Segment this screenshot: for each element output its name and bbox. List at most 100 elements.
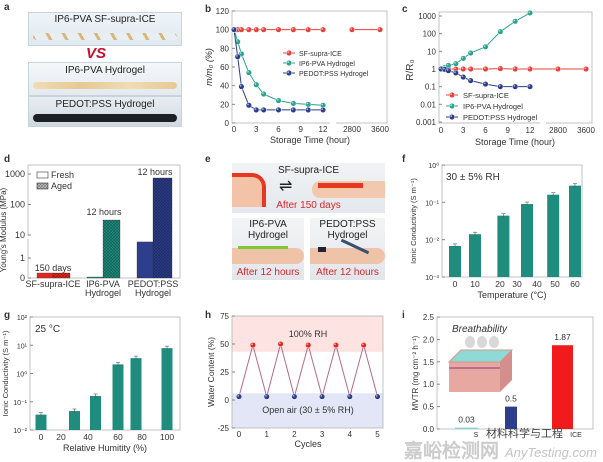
data-point	[445, 67, 452, 74]
x-tick-label: 0	[232, 125, 237, 134]
series-segment	[349, 344, 365, 397]
data-point	[482, 81, 489, 88]
data-point-highlight	[251, 343, 253, 346]
data-point	[582, 65, 590, 73]
y-tick-label: 1000	[418, 12, 436, 21]
bar-fresh	[36, 272, 54, 279]
panel-label-b: b	[205, 4, 211, 15]
x-tick-label: 4	[348, 430, 353, 439]
series-segment	[238, 344, 254, 397]
photo-pedot-pss-hydrogel: PEDOT:PSS Hydrogel	[28, 96, 182, 127]
y-axis-label: Water Content (%)	[206, 337, 216, 407]
panel-label-d: d	[4, 154, 10, 165]
legend-marker	[448, 102, 456, 110]
photo-caption: IP6-PVA Hydrogel	[65, 65, 145, 76]
y-tick-label: 75	[220, 312, 229, 321]
bar	[469, 234, 481, 277]
bar-annotation: 12 hours	[86, 207, 122, 217]
legend-marker-highlight	[450, 93, 453, 96]
data-point-highlight	[446, 69, 449, 71]
photo-title: IP6-PVA Hydrogel	[247, 219, 289, 241]
y-tick-label: 25	[220, 368, 229, 377]
data-point	[305, 101, 312, 108]
y-tick-label: 10	[427, 47, 436, 56]
data-point	[253, 106, 260, 113]
x-tick-label: 2800	[549, 126, 567, 135]
photo-title: PEDOT:PSS Hydrogel	[319, 219, 376, 241]
y-tick-label: 100	[216, 26, 230, 35]
axis-break	[25, 236, 31, 239]
series-segment	[252, 344, 268, 397]
inset-title: Breathability	[452, 324, 508, 335]
y-axis-label: MVTR (mg cm⁻² h⁻¹)	[411, 335, 420, 410]
y-tick-label: 2.0	[423, 335, 435, 344]
data-point	[245, 26, 252, 33]
bar	[497, 215, 510, 277]
watermark-site-en: AnyTesting.com	[505, 446, 597, 459]
data-point	[263, 393, 270, 400]
data-point-highlight	[254, 83, 257, 85]
data-point	[290, 100, 297, 107]
data-point-highlight	[498, 29, 501, 32]
data-point	[305, 106, 312, 113]
vs-label: VS	[86, 45, 107, 62]
shaded-band-1	[232, 393, 383, 428]
x-axis-label: Storage Time (hour)	[270, 135, 350, 145]
data-point	[253, 26, 260, 33]
data-point	[452, 69, 459, 76]
x-tick-label: 6	[483, 126, 488, 135]
data-point-highlight	[306, 108, 309, 111]
data-point	[376, 26, 384, 33]
bar-fresh	[86, 276, 104, 279]
y-tick-label: 0	[225, 396, 230, 405]
y-tick-label: 0.001	[416, 118, 437, 127]
data-point-highlight	[498, 66, 501, 69]
bar-hatch	[153, 177, 172, 278]
data-point-highlight	[261, 92, 264, 95]
data-point-highlight	[446, 63, 449, 66]
data-point	[305, 26, 312, 33]
y-tick-label: 10⁻¹	[13, 400, 27, 407]
data-point	[460, 55, 467, 62]
x-tick-label-line: IP6-PVA	[86, 279, 120, 289]
data-point-highlight	[443, 67, 445, 70]
x-tick-label: 60	[570, 279, 580, 289]
y-tick-label: 80	[220, 44, 229, 53]
x-tick-label: 9	[506, 126, 511, 135]
x-tick-label: 3	[254, 125, 259, 134]
bar	[130, 358, 142, 430]
y-tick-label: 100	[423, 30, 437, 39]
x-tick-label: 20	[56, 432, 66, 442]
data-point-highlight	[261, 108, 264, 111]
axis-break	[330, 120, 336, 126]
y-tick-label: 60	[220, 63, 229, 72]
data-point-highlight	[292, 394, 295, 397]
data-point	[452, 60, 459, 67]
vapor-icon	[489, 336, 499, 348]
y-tick-label: 10¹	[17, 343, 28, 350]
x-tick-label: 12	[526, 126, 535, 135]
data-point-highlight	[483, 82, 486, 85]
data-point-highlight	[498, 84, 501, 87]
y-tick-label: 1000	[5, 169, 25, 179]
data-point	[512, 18, 519, 25]
data-point	[319, 26, 327, 33]
data-point	[253, 81, 260, 88]
panel-label-h: h	[205, 310, 211, 321]
y-tick-label: 0.1	[425, 83, 437, 92]
data-point	[467, 49, 474, 57]
skin-block-top	[447, 349, 514, 363]
data-point	[497, 28, 504, 35]
panel-f-plot-area	[441, 164, 583, 278]
data-point-highlight	[454, 71, 456, 74]
data-point	[260, 26, 267, 33]
data-point	[290, 26, 297, 33]
legend-label: PEDOT:PSS Hydrogel	[299, 71, 369, 78]
x-tick-label: 100	[160, 432, 174, 442]
photo-ip6-pva-finger: IP6-PVA Hydrogel After 12 hours	[232, 218, 304, 280]
x-tick-label: 6	[276, 125, 281, 134]
legend-marker-highlight	[450, 104, 453, 107]
data-point	[374, 393, 381, 400]
y-axis-label: Young's Modulus (MPa)	[0, 187, 8, 272]
